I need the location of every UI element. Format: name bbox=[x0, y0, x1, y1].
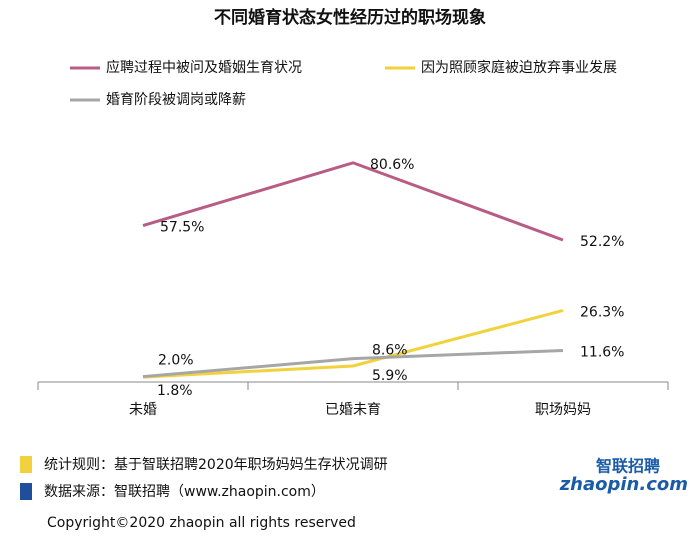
note: 数据来源：智联招聘（www.zhaopin.com） bbox=[44, 484, 325, 500]
data-label: 80.6% bbox=[370, 157, 414, 173]
data-label: 57.5% bbox=[160, 220, 204, 236]
x-tick-label: 未婚 bbox=[129, 402, 157, 418]
data-label: 1.8% bbox=[157, 383, 193, 399]
line bbox=[142, 309, 564, 379]
data-label: 26.3% bbox=[580, 304, 624, 320]
note: 统计规则：基于智联招聘2020年职场妈妈生存状况调研 bbox=[44, 456, 388, 473]
chart-title: 不同婚育状态女性经历过的职场现象 bbox=[214, 7, 486, 28]
legend-label: 因为照顾家庭被迫放弃事业发展 bbox=[421, 59, 617, 76]
copyright: Copyright©2020 zhaopin all rights reserv… bbox=[47, 515, 356, 531]
data-label: 5.9% bbox=[372, 368, 408, 384]
legend-label: 婚育阶段被调岗或降薪 bbox=[106, 92, 246, 108]
data-label: 8.6% bbox=[372, 343, 408, 359]
line bbox=[142, 161, 564, 242]
note-icon bbox=[20, 456, 32, 473]
data-label: 52.2% bbox=[580, 234, 624, 250]
logo-cn: 智联招聘 bbox=[596, 457, 660, 476]
x-tick-label: 已婚未育 bbox=[325, 402, 381, 418]
x-tick-label: 职场妈妈 bbox=[535, 402, 591, 418]
logo-en: zhaopin.com bbox=[559, 474, 688, 495]
note-icon bbox=[20, 483, 32, 500]
data-label: 11.6% bbox=[580, 344, 624, 360]
data-label: 2.0% bbox=[158, 353, 194, 369]
line bbox=[142, 348, 564, 379]
legend-label: 应聘过程中被问及婚姻生育状况 bbox=[106, 59, 302, 76]
